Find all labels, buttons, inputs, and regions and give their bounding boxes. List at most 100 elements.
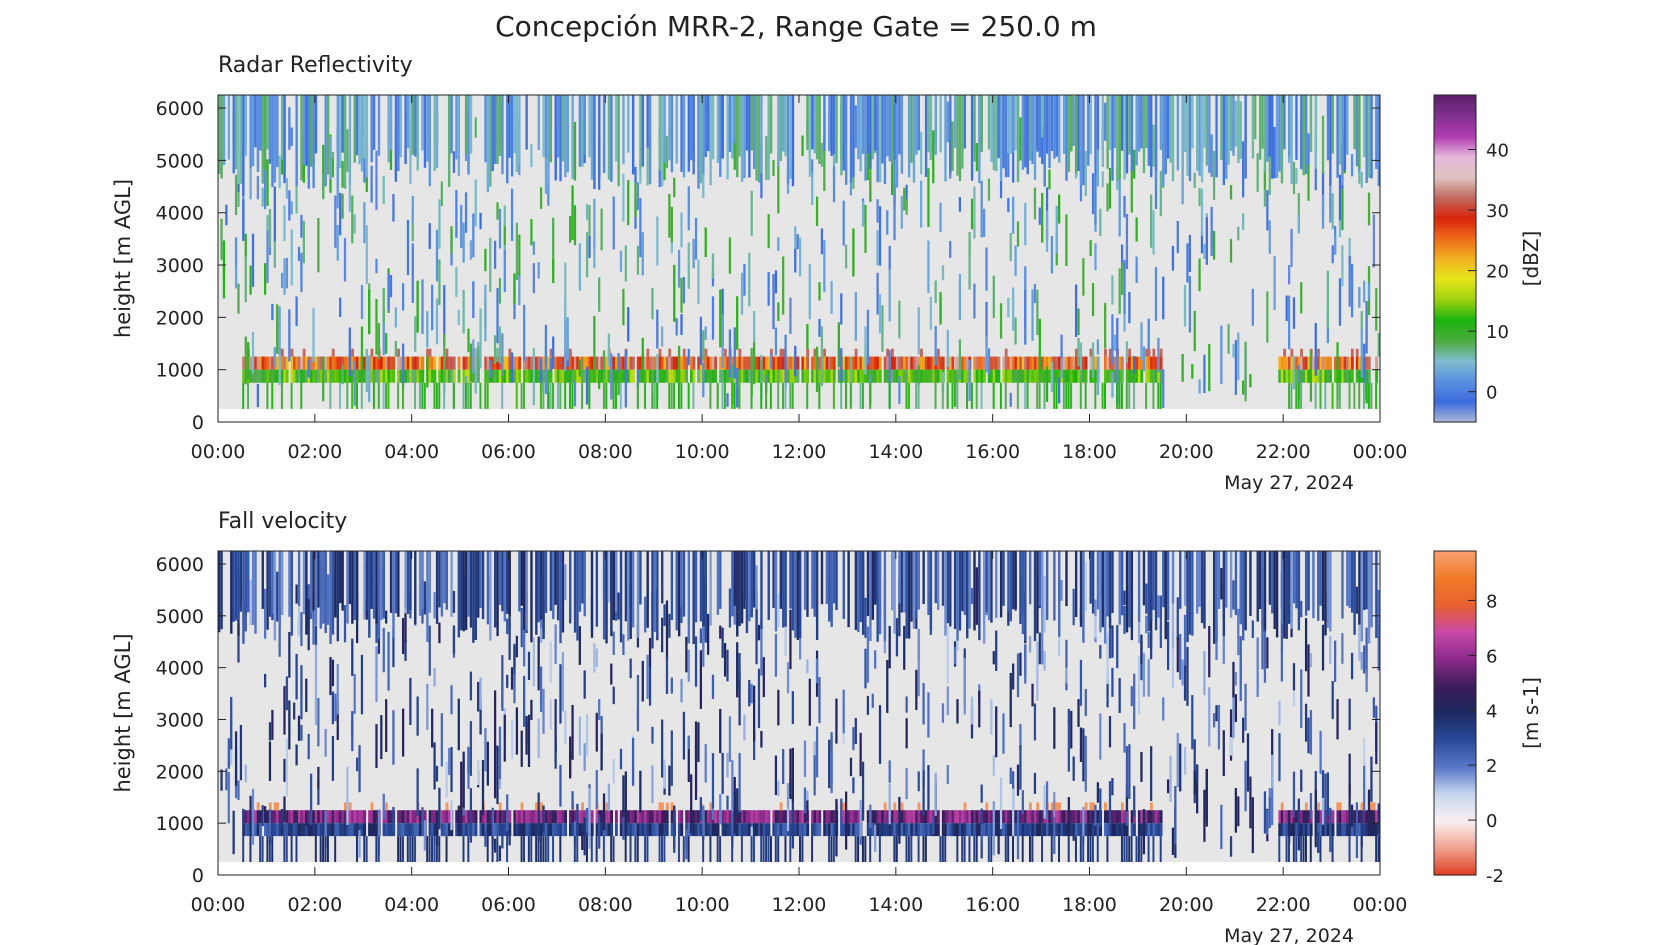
cell (852, 95, 855, 178)
cell (343, 810, 347, 824)
cell (680, 314, 683, 336)
colorbar-step (1434, 605, 1476, 609)
cell (561, 551, 565, 633)
cell (936, 356, 940, 370)
cell (786, 369, 790, 383)
cell (716, 382, 719, 409)
cell (1348, 836, 1351, 863)
cell (610, 95, 613, 182)
cell (295, 95, 298, 186)
cell (590, 823, 594, 837)
cell (506, 551, 509, 614)
cell (1152, 210, 1155, 255)
cell (946, 382, 949, 409)
cell (467, 836, 470, 863)
cell (1319, 836, 1322, 863)
cell (1350, 369, 1354, 383)
cell (1334, 369, 1337, 383)
cell (360, 654, 364, 715)
cell (973, 836, 976, 863)
colorbar-step (1434, 277, 1476, 281)
cell (588, 795, 591, 849)
cell (956, 551, 959, 641)
cell (276, 571, 279, 622)
cell (1367, 789, 1371, 831)
cell (898, 796, 901, 844)
cell (685, 636, 688, 673)
cell (842, 823, 846, 837)
cell (670, 677, 673, 694)
cell (612, 356, 616, 370)
cell (372, 823, 376, 837)
cell (445, 356, 449, 370)
cell (1300, 95, 1303, 170)
cell (1130, 95, 1134, 172)
cell (300, 823, 304, 837)
cell (866, 309, 870, 365)
cell (331, 735, 335, 781)
cell (484, 356, 488, 370)
cell (1232, 661, 1235, 698)
cell (1019, 652, 1022, 676)
cell (1350, 263, 1354, 318)
cell (619, 823, 623, 837)
cell (711, 803, 715, 820)
cell (377, 836, 380, 863)
cell (658, 802, 662, 811)
cell (1089, 348, 1093, 357)
cell (498, 95, 502, 156)
cell (406, 836, 409, 863)
cell (1099, 788, 1102, 828)
cell (462, 356, 466, 370)
cell (903, 551, 906, 613)
colorbar-step (1434, 645, 1476, 649)
cell (305, 678, 308, 713)
cell (414, 316, 417, 352)
cell (1038, 95, 1042, 158)
cell (477, 346, 480, 378)
cell (222, 95, 226, 166)
cell (365, 168, 368, 192)
cell (786, 95, 790, 184)
cell (508, 551, 511, 616)
cell (1331, 382, 1334, 409)
cell (888, 95, 891, 162)
cell (561, 823, 565, 837)
cell (1280, 95, 1284, 184)
cell (651, 551, 654, 632)
cell (1021, 823, 1025, 837)
cell (1317, 823, 1320, 837)
cell (677, 836, 680, 863)
cell (874, 369, 877, 383)
cell (1142, 808, 1146, 855)
cell (1007, 197, 1010, 213)
cell (498, 208, 502, 249)
cell (1375, 369, 1378, 383)
cell (1343, 95, 1347, 171)
cell (527, 714, 531, 767)
cell (1077, 95, 1080, 171)
cell (401, 810, 405, 824)
cell (1128, 356, 1132, 370)
cell (324, 551, 327, 633)
cell (953, 95, 957, 148)
cell (1053, 369, 1057, 383)
cell (1043, 382, 1046, 409)
cell (1162, 276, 1165, 320)
x-tick-label: 12:00 (772, 441, 827, 463)
cell (1300, 382, 1303, 409)
cell (907, 382, 910, 409)
cell (447, 810, 451, 824)
cell (1183, 746, 1187, 775)
cell (1229, 737, 1233, 756)
cell (806, 800, 809, 822)
cell (852, 727, 855, 751)
cell (1104, 810, 1107, 824)
cell (1159, 836, 1162, 863)
cell (743, 263, 746, 296)
cell (360, 823, 364, 837)
cell (1268, 551, 1272, 605)
cell (1191, 695, 1194, 750)
cell (493, 551, 497, 628)
